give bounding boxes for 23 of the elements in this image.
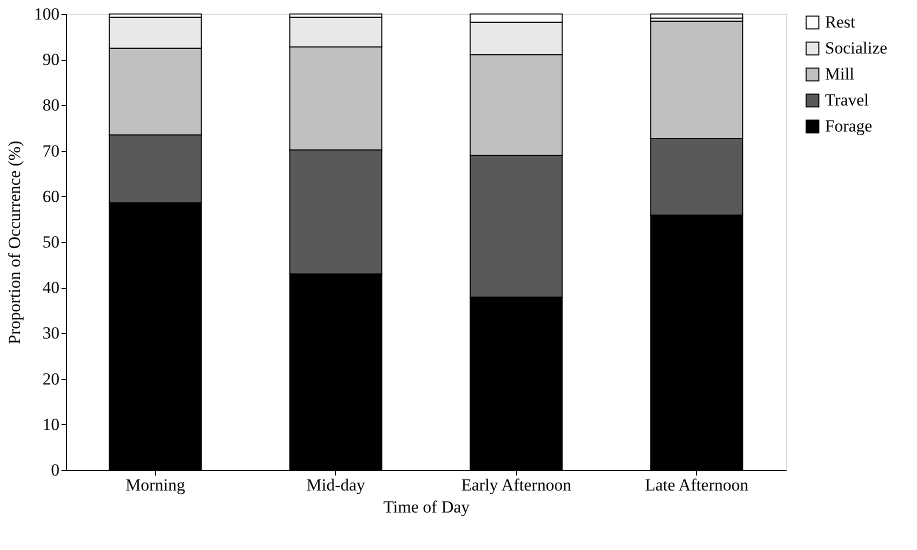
legend-label: Forage — [825, 116, 872, 136]
y-tick-label: 100 — [34, 4, 60, 24]
y-tick-label: 80 — [42, 96, 60, 115]
legend-label: Socialize — [825, 38, 888, 58]
y-tick-label: 70 — [42, 141, 60, 160]
bar — [650, 14, 744, 19]
y-tick-label: 10 — [42, 414, 60, 434]
y-tick-label: 20 — [42, 369, 60, 388]
legend-label: Travel — [825, 90, 870, 110]
x-tick-label: Mid-day — [306, 476, 366, 494]
x-tick-label: Morning — [126, 476, 186, 494]
y-tick-label: 50 — [42, 232, 60, 252]
legend-label: Mill — [825, 64, 855, 84]
x-axis-title: Time of Day — [383, 498, 470, 516]
x-tick-label: Late Afternoon — [644, 476, 749, 494]
y-tick-label: 90 — [42, 50, 60, 70]
y-tick-label: 30 — [42, 324, 60, 343]
x-tick-label: Early Afternoon — [461, 476, 572, 494]
y-axis-title: Proportion of Occurrence (%) — [5, 140, 24, 344]
legend-label: Rest — [825, 12, 856, 32]
y-tick-label: 40 — [42, 278, 60, 298]
y-tick-label: 60 — [42, 186, 60, 206]
y-tick-label: 0 — [51, 460, 60, 480]
